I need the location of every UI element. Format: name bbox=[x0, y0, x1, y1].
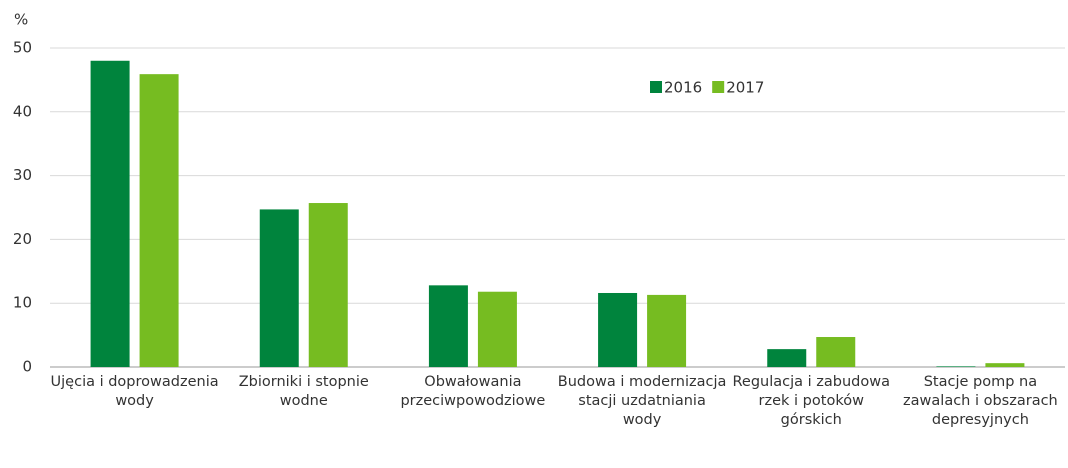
x-tick-label: Stacje pomp na zawalach i obszarach depr… bbox=[903, 374, 1058, 428]
bar bbox=[139, 74, 179, 368]
legend-label: 2016 bbox=[664, 79, 702, 97]
bar bbox=[259, 209, 299, 367]
legend-swatch bbox=[712, 81, 725, 93]
x-tick-label: Obwałowania przeciwpowodziowe bbox=[400, 374, 546, 409]
y-tick-label: 0 bbox=[22, 358, 32, 376]
x-tick-label: Budowa i modernizacja stacji uzdatniania… bbox=[557, 374, 727, 428]
bar bbox=[428, 285, 468, 367]
bar bbox=[816, 337, 856, 367]
bar bbox=[90, 60, 130, 367]
bar bbox=[647, 294, 687, 367]
bar bbox=[308, 203, 348, 367]
y-axis-label: % bbox=[14, 11, 28, 29]
y-tick-label: 40 bbox=[13, 102, 32, 120]
bar bbox=[598, 292, 638, 367]
bar bbox=[936, 366, 976, 367]
bar bbox=[985, 363, 1025, 367]
x-tick-label: Ujęcia i doprowadzenia wody bbox=[50, 374, 219, 409]
legend-swatch bbox=[650, 81, 662, 93]
y-tick-label: 20 bbox=[13, 230, 32, 248]
y-tick-label: 10 bbox=[13, 294, 32, 312]
bar bbox=[477, 291, 517, 367]
legend-label: 2017 bbox=[726, 79, 764, 97]
y-tick-label: 50 bbox=[13, 39, 32, 57]
x-tick-label: Zbiorniki i stopnie wodne bbox=[238, 374, 369, 409]
bar bbox=[767, 349, 807, 367]
x-tick-label: Regulacja i zabudowa rzek i potoków górs… bbox=[732, 374, 891, 428]
y-tick-label: 30 bbox=[13, 166, 32, 184]
